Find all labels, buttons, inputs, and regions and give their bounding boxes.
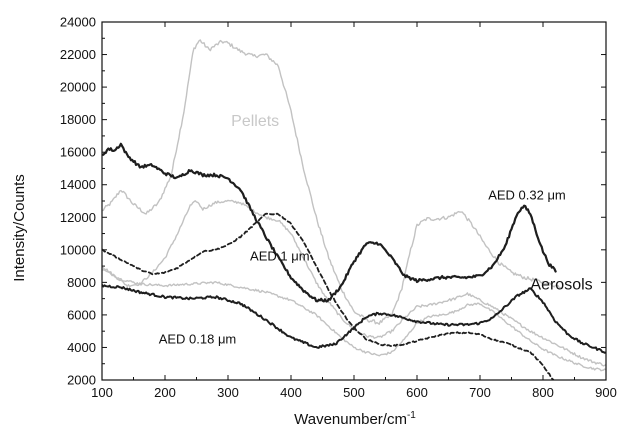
y-tick-label: 24000 bbox=[60, 15, 96, 30]
y-tick-label: 16000 bbox=[60, 145, 96, 160]
y-tick-label: 20000 bbox=[60, 80, 96, 95]
series-line-2 bbox=[102, 199, 606, 367]
y-tick-label: 6000 bbox=[67, 307, 96, 322]
annotations: Pellets AED 0.32 μm AED 1 μm Aerosols AED 0.… bbox=[159, 113, 593, 346]
series-line-4 bbox=[102, 142, 557, 303]
y-tick-label: 10000 bbox=[60, 242, 96, 257]
x-axis-title-text: Wavenumber/cm bbox=[294, 411, 407, 428]
x-axis-title-superscript: -1 bbox=[407, 410, 416, 421]
annotation-label: Aerosols bbox=[530, 277, 592, 294]
x-axis-ticks: 100 200 300 400 500 600 700 800 900 bbox=[91, 22, 617, 400]
y-tick-label: 14000 bbox=[60, 177, 96, 192]
x-tick-label: 500 bbox=[343, 385, 365, 400]
y-tick-label: 22000 bbox=[60, 47, 96, 62]
x-tick-label: 300 bbox=[217, 385, 239, 400]
y-axis-ticks: 2000 4000 6000 8000 10000 12000 14000 16000 1800… bbox=[60, 15, 606, 388]
x-tick-label: 800 bbox=[532, 385, 554, 400]
y-tick-label: 2000 bbox=[67, 373, 96, 388]
x-axis-title: Wavenumber/cm-1 bbox=[294, 410, 416, 428]
y-axis-title: Intensity/Counts bbox=[11, 174, 28, 282]
x-tick-label: 600 bbox=[406, 385, 428, 400]
annotation-label: Pellets bbox=[231, 113, 279, 130]
annotation-label: AED 0.18 μm bbox=[159, 331, 237, 346]
y-tick-label: 12000 bbox=[60, 210, 96, 225]
series-line-1 bbox=[102, 39, 563, 325]
series-line-6 bbox=[102, 212, 555, 380]
x-tick-label: 400 bbox=[280, 385, 302, 400]
plot-frame bbox=[101, 21, 607, 381]
y-tick-label: 4000 bbox=[67, 340, 96, 355]
series-line-5 bbox=[102, 283, 606, 354]
x-tick-label: 200 bbox=[154, 385, 176, 400]
x-tick-label: 900 bbox=[595, 385, 617, 400]
annotation-label: AED 0.32 μm bbox=[488, 187, 566, 202]
series-line-3 bbox=[102, 269, 606, 372]
x-tick-label: 700 bbox=[469, 385, 491, 400]
annotation-label: AED 1 μm bbox=[250, 248, 310, 263]
y-tick-label: 18000 bbox=[60, 112, 96, 127]
plot-series bbox=[102, 39, 606, 380]
y-tick-label: 8000 bbox=[67, 275, 96, 290]
x-tick-label: 100 bbox=[91, 385, 113, 400]
